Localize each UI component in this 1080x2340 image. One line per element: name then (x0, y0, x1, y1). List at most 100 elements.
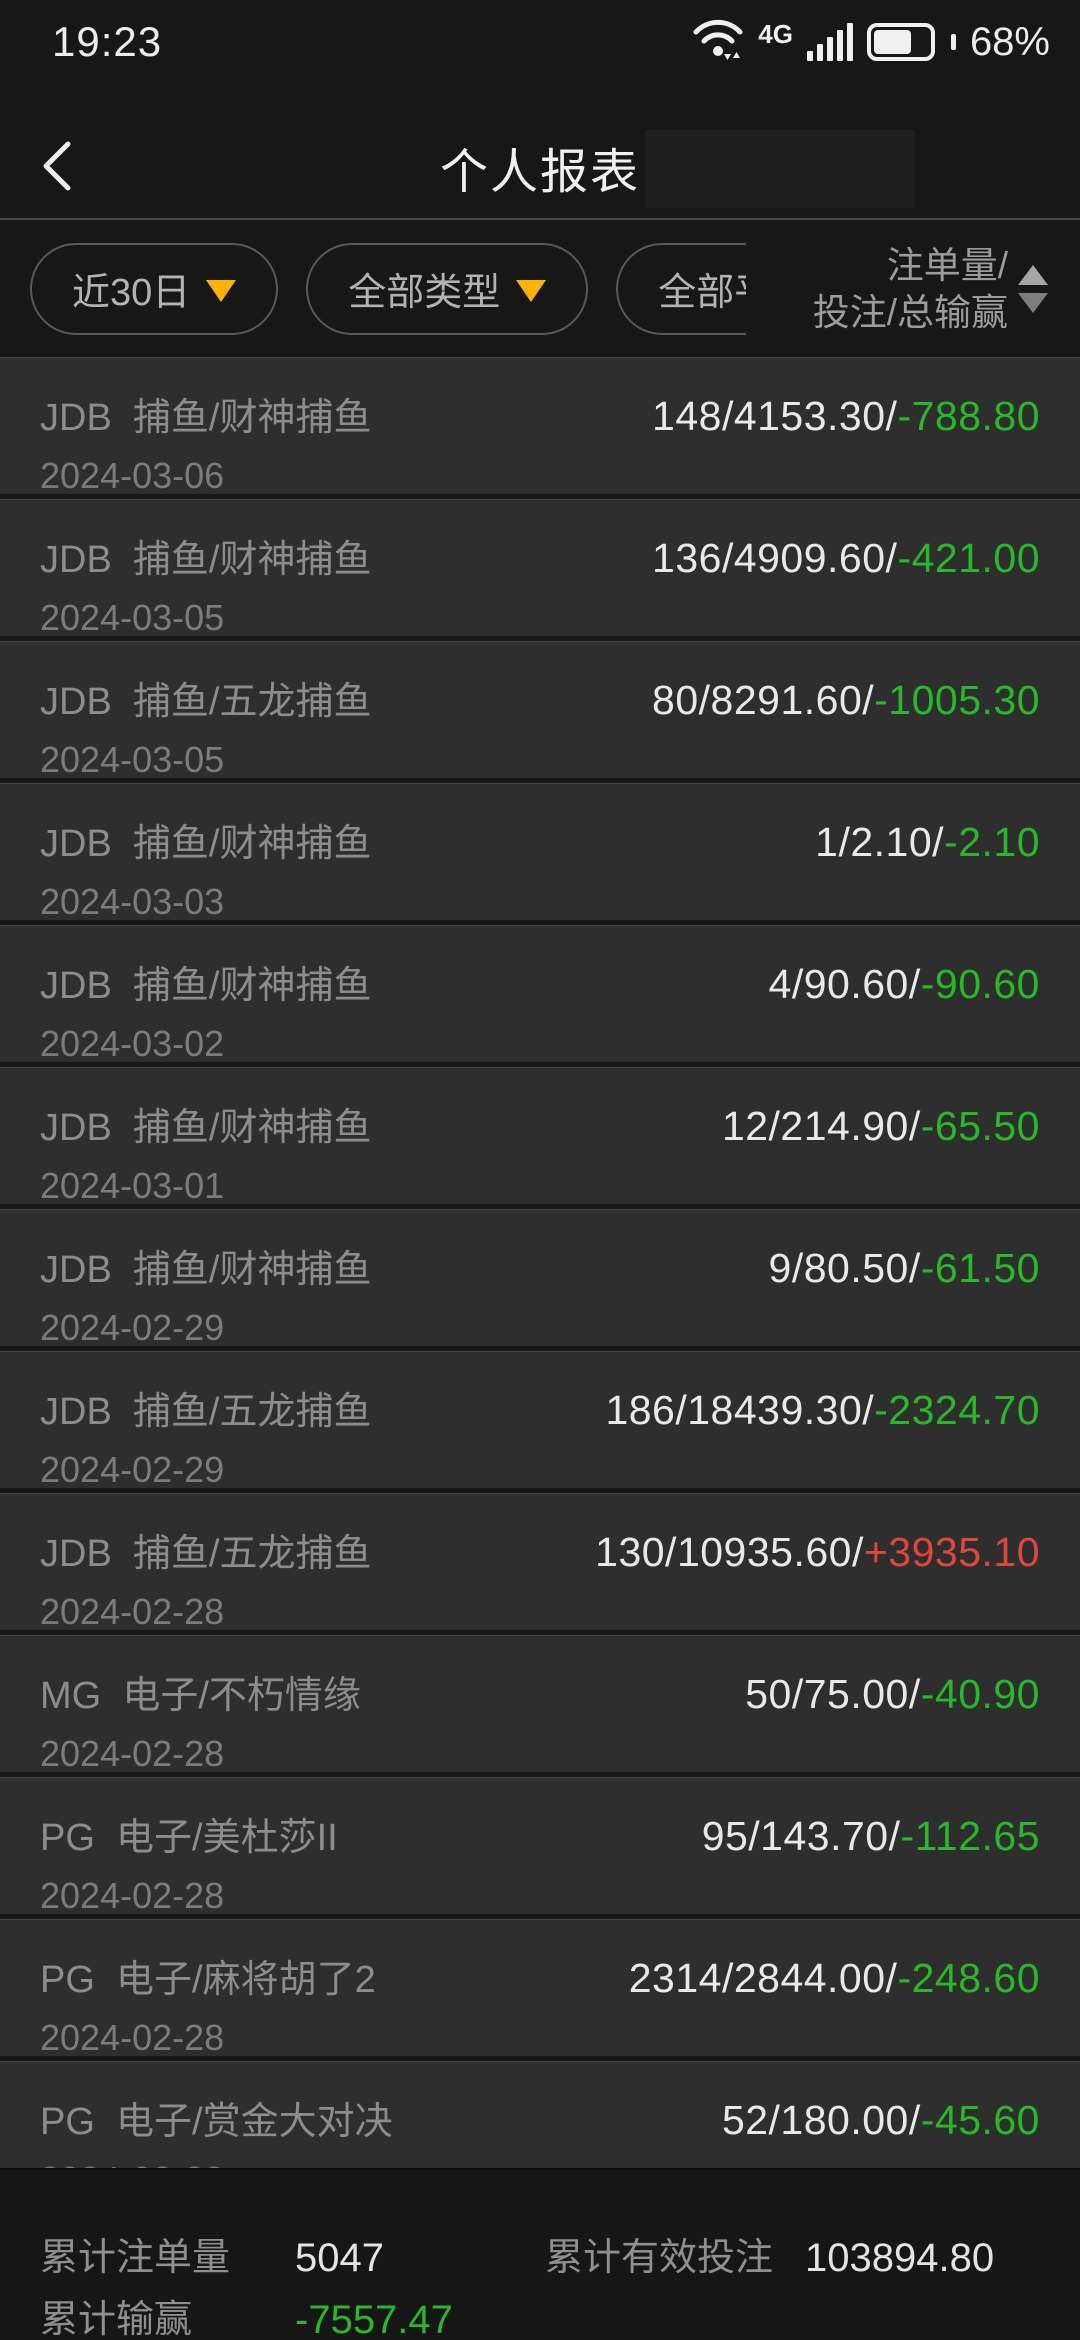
row-game-name: JDB 捕鱼/财神捕鱼 (40, 965, 372, 1007)
row-stats-left: 130/10935.60/ (595, 1529, 864, 1575)
row-result: -1005.30 (874, 677, 1040, 723)
row-stats-left: 2314/2844.00/ (628, 1955, 898, 2001)
row-game-name: JDB 捕鱼/财神捕鱼 (40, 397, 372, 439)
total-valid-bet-label: 累计有效投注 (545, 2237, 774, 2279)
row-result: +3935.10 (863, 1529, 1040, 1575)
row-game-name: JDB 捕鱼/财神捕鱼 (40, 1107, 372, 1149)
row-result: -248.60 (897, 1955, 1040, 2001)
row-date: 2024-03-01 (40, 1165, 225, 1206)
row-game-name: JDB 捕鱼/五龙捕鱼 (40, 1391, 372, 1433)
report-row[interactable]: MG 电子/不朽情缘 50/75.00/-40.90 2024-02-28 (0, 1635, 1080, 1774)
filter-game-type-label: 全部类型 (348, 272, 501, 314)
filter-game-type[interactable]: 全部类型 (306, 242, 589, 335)
row-stats: 1/2.10/-2.10 (815, 819, 1040, 866)
row-stats: 95/143.70/-112.65 (702, 1813, 1040, 1860)
row-stats-left: 186/18439.30/ (605, 1387, 875, 1433)
row-date: 2024-03-06 (40, 455, 225, 496)
row-date: 2024-02-28 (40, 2017, 225, 2058)
summary-footer: 累计注单量 5047 累计有效投注 103894.80 累计输赢 -7557.4… (0, 2168, 1080, 2340)
row-stats: 148/4153.30/-788.80 (652, 393, 1040, 440)
caret-down-icon (516, 279, 547, 302)
report-row[interactable]: JDB 捕鱼/财神捕鱼 9/80.50/-61.50 2024-02-29 (0, 1209, 1080, 1348)
filter-bar: 近30日 全部类型 全部平台 注单量/ 投注/总输赢 (0, 220, 1080, 357)
report-row[interactable]: PG 电子/麻将胡了2 2314/2844.00/-248.60 2024-02… (0, 1919, 1080, 2058)
wifi-icon (692, 18, 744, 67)
row-result: -40.90 (920, 1671, 1040, 1717)
row-stats-left: 80/8291.60/ (652, 677, 875, 723)
row-stats-left: 1/2.10/ (815, 819, 945, 865)
row-game-name: JDB 捕鱼/财神捕鱼 (40, 1249, 372, 1291)
row-date: 2024-02-29 (40, 1449, 225, 1490)
row-stats-left: 50/75.00/ (745, 1671, 921, 1717)
row-stats: 12/214.90/-65.50 (722, 1103, 1040, 1150)
row-date: 2024-03-03 (40, 881, 225, 922)
filter-pills: 近30日 全部类型 全部平台 (30, 242, 746, 335)
row-date: 2024-02-28 (40, 1733, 225, 1774)
report-row[interactable]: JDB 捕鱼/五龙捕鱼 186/18439.30/-2324.70 2024-0… (0, 1351, 1080, 1490)
filter-date-range-label: 近30日 (72, 272, 191, 314)
row-date: 2024-02-28 (40, 2159, 1040, 2168)
row-game-name: JDB 捕鱼/财神捕鱼 (40, 823, 372, 865)
row-stats: 186/18439.30/-2324.70 (605, 1387, 1040, 1434)
report-row[interactable]: JDB 捕鱼/财神捕鱼 1/2.10/-2.10 2024-03-03 (0, 783, 1080, 922)
report-row[interactable]: PG 电子/赏金大对决 52/180.00/-45.60 2024-02-28 (0, 2061, 1080, 2168)
sort-arrows-icon (1018, 264, 1048, 313)
report-row[interactable]: JDB 捕鱼/财神捕鱼 4/90.60/-90.60 2024-03-02 (0, 925, 1080, 1064)
battery-nub (950, 34, 956, 50)
caret-down-icon (206, 279, 237, 302)
row-stats: 4/90.60/-90.60 (769, 961, 1040, 1008)
row-stats-left: 136/4909.60/ (652, 535, 898, 581)
chevron-left-icon (43, 141, 71, 191)
total-winloss-label: 累计输赢 (40, 2299, 193, 2340)
row-result: -61.50 (920, 1245, 1040, 1291)
row-result: -112.65 (900, 1813, 1040, 1859)
filter-platform-label: 全部平台 (658, 272, 746, 314)
filter-date-range[interactable]: 近30日 (30, 242, 279, 335)
report-row[interactable]: JDB 捕鱼/财神捕鱼 136/4909.60/-421.00 2024-03-… (0, 499, 1080, 638)
row-stats: 130/10935.60/+3935.10 (595, 1529, 1040, 1576)
report-row[interactable]: PG 电子/美杜莎II 95/143.70/-112.65 2024-02-28 (0, 1777, 1080, 1916)
row-result: -788.80 (897, 393, 1040, 439)
app-header: 个人报表 (0, 70, 1080, 218)
clock: 19:23 (52, 18, 163, 65)
row-game-name: JDB 捕鱼/五龙捕鱼 (40, 1533, 372, 1575)
report-row[interactable]: JDB 捕鱼/财神捕鱼 148/4153.30/-788.80 2024-03-… (0, 357, 1080, 496)
sort-header-line1: 注单量/ (886, 244, 1008, 286)
sort-column-header[interactable]: 注单量/ 投注/总输赢 (813, 242, 1050, 336)
row-stats-left: 9/80.50/ (768, 1245, 921, 1291)
report-row[interactable]: JDB 捕鱼/五龙捕鱼 130/10935.60/+3935.10 2024-0… (0, 1493, 1080, 1632)
filter-platform[interactable]: 全部平台 (616, 242, 746, 335)
row-stats-left: 12/214.90/ (721, 1103, 921, 1149)
back-button[interactable] (30, 136, 90, 196)
report-row[interactable]: JDB 捕鱼/五龙捕鱼 80/8291.60/-1005.30 2024-03-… (0, 641, 1080, 780)
network-type-label: 4G (758, 19, 793, 49)
row-date: 2024-03-05 (40, 597, 225, 638)
report-list: JDB 捕鱼/财神捕鱼 148/4153.30/-788.80 2024-03-… (0, 357, 1080, 2168)
row-game-name: JDB 捕鱼/五龙捕鱼 (40, 681, 372, 723)
row-game-name: PG 电子/美杜莎II (40, 1817, 338, 1859)
sort-header-line2: 投注/总输赢 (812, 291, 1008, 333)
total-winloss-value: -7557.47 (295, 2298, 453, 2340)
row-stats: 80/8291.60/-1005.30 (652, 677, 1040, 724)
row-game-name: PG 电子/赏金大对决 (40, 2101, 393, 2143)
row-result: -90.60 (920, 961, 1040, 1007)
row-result: -2.10 (944, 819, 1040, 865)
title-highlight (645, 130, 915, 208)
row-date: 2024-03-02 (40, 1023, 225, 1064)
row-stats: 9/80.50/-61.50 (769, 1245, 1040, 1292)
row-stats: 2314/2844.00/-248.60 (629, 1955, 1040, 2002)
row-stats: 50/75.00/-40.90 (745, 1671, 1040, 1718)
row-date: 2024-02-29 (40, 1307, 225, 1348)
report-row[interactable]: JDB 捕鱼/财神捕鱼 12/214.90/-65.50 2024-03-01 (0, 1067, 1080, 1206)
row-result: -421.00 (897, 535, 1040, 581)
header-divider (0, 218, 1080, 220)
row-stats: 52/180.00/-45.60 (722, 2097, 1040, 2144)
row-result: -2324.70 (874, 1387, 1040, 1433)
row-result: -45.60 (920, 2097, 1040, 2143)
row-game-name: JDB 捕鱼/财神捕鱼 (40, 539, 372, 581)
row-date: 2024-02-28 (40, 1591, 225, 1632)
row-stats-left: 95/143.70/ (701, 1813, 901, 1859)
total-orders-value: 5047 (295, 2236, 384, 2280)
row-stats-left: 148/4153.30/ (652, 393, 898, 439)
